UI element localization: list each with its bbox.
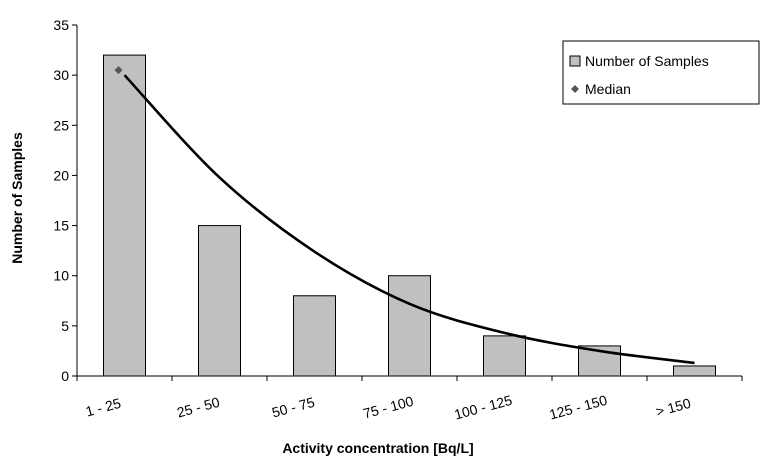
x-axis-title: Activity concentration [Bq/L]	[282, 440, 473, 456]
y-tick-label: 35	[53, 17, 69, 33]
x-tick-label: 125 - 150	[548, 392, 609, 423]
x-tick-label: 75 - 100	[361, 393, 415, 422]
bar	[483, 335, 526, 377]
legend-median-swatch	[571, 85, 579, 93]
y-tick-label: 20	[53, 167, 69, 183]
median-layer	[114, 66, 123, 75]
legend-box	[562, 40, 760, 105]
x-tick-label: > 150	[654, 395, 693, 420]
bar	[293, 295, 336, 377]
y-tick-label: 30	[53, 67, 69, 83]
trend-line	[123, 74, 695, 365]
legend-label-samples: Number of Samples	[585, 53, 709, 69]
x-tick-label: 100 - 125	[453, 392, 514, 423]
y-tick-label: 10	[53, 268, 69, 284]
bar	[673, 365, 716, 377]
x-tick-label: 1 - 25	[84, 395, 123, 420]
bar	[388, 275, 431, 377]
y-tick-label: 25	[53, 117, 69, 133]
x-axis: 1 - 25 25 - 50 50 - 75 75 - 100 100 - 125 125…	[76, 375, 743, 423]
y-tick-label: 5	[61, 318, 69, 334]
median-point	[114, 66, 123, 75]
x-tick-label: 25 - 50	[175, 394, 221, 421]
y-tick-label: 15	[53, 218, 69, 234]
y-tick-label: 0	[61, 368, 69, 384]
legend: Number of Samples Median	[562, 40, 760, 105]
legend-label-median: Median	[585, 81, 631, 97]
bar	[103, 54, 146, 377]
y-axis: 0 5 10 15 20 25 30 35	[53, 17, 78, 384]
bar	[198, 225, 241, 377]
y-axis-title: Number of Samples	[9, 132, 25, 264]
legend-bar-swatch	[569, 55, 581, 67]
x-tick-label: 50 - 75	[270, 394, 316, 421]
